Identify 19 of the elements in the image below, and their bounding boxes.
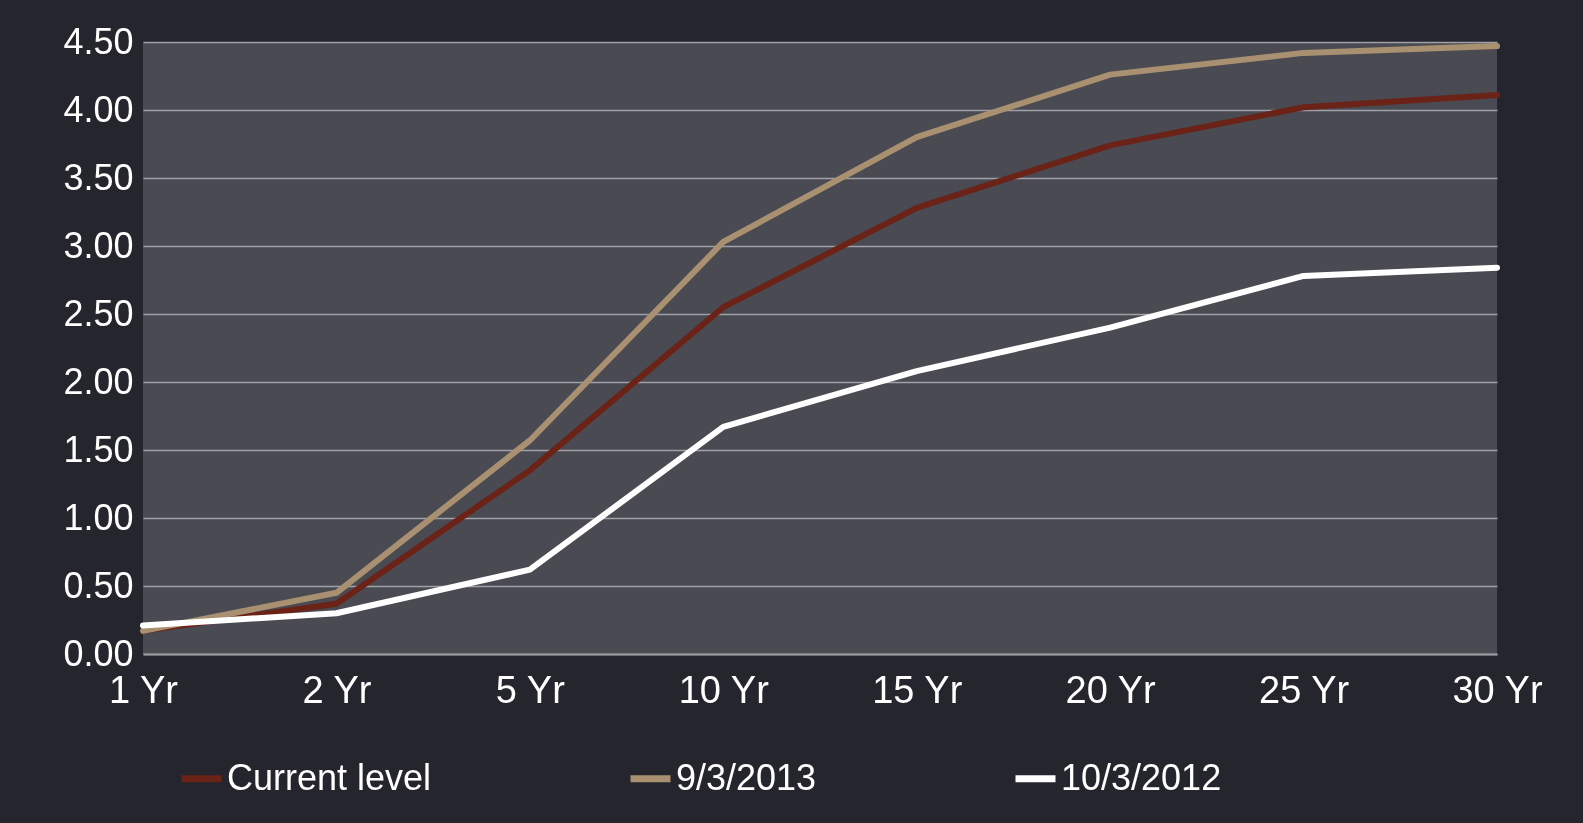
- x-tick-label: 25 Yr: [1259, 668, 1350, 711]
- legend-label: 10/3/2012: [1061, 756, 1222, 798]
- y-tick-label: 1.00: [63, 496, 134, 538]
- y-tick-label: 4.00: [63, 88, 134, 130]
- y-tick-label: 3.00: [63, 224, 134, 266]
- legend-label: 9/3/2013: [676, 756, 817, 798]
- legend-label: Current level: [227, 756, 432, 798]
- y-tick-label: 0.50: [63, 564, 134, 606]
- x-tick-label: 20 Yr: [1065, 668, 1157, 711]
- x-tick-label: 5 Yr: [495, 668, 566, 711]
- x-tick-label: 2 Yr: [302, 668, 372, 711]
- y-tick-label: 3.50: [63, 156, 134, 198]
- x-tick-label: 10 Yr: [678, 668, 770, 711]
- y-tick-label: 2.50: [63, 292, 134, 334]
- x-tick-label: 30 Yr: [1452, 668, 1543, 711]
- y-tick-label: 1.50: [63, 428, 134, 470]
- y-tick-label: 2.00: [63, 360, 134, 402]
- y-tick-label: 4.50: [63, 20, 134, 62]
- x-tick-label: 15 Yr: [872, 668, 963, 711]
